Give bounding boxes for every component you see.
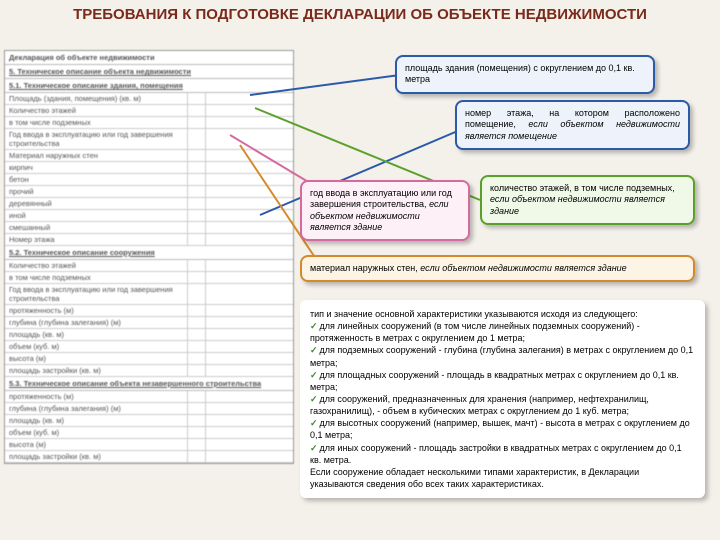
section-5-2: 5.2. Техническое описание сооружения xyxy=(5,246,293,260)
section-5-3: 5.3. Техническое описание объекта незаве… xyxy=(5,377,293,391)
callout-floors: количество этажей, в том числе подземных… xyxy=(480,175,695,225)
check-icon: ✓ xyxy=(310,394,318,404)
check-icon: ✓ xyxy=(310,345,318,355)
callout-mat-b: если объектом недвижимости является здан… xyxy=(420,263,626,273)
row-year: Год ввода в эксплуатацию или год заверше… xyxy=(5,129,188,149)
row3-len: протяженность (м) xyxy=(5,391,188,402)
row2-floors: Количество этажей xyxy=(5,260,188,271)
bigbox-i2: ✓для подземных сооружений - глубина (глу… xyxy=(310,344,695,368)
row-area: Площадь (здания, помещения) (кв. м) xyxy=(5,93,188,104)
characteristics-box: тип и значение основной характеристики у… xyxy=(300,300,705,498)
bigbox-i3-text: для площадных сооружений - площадь в ква… xyxy=(310,370,679,392)
row3-bld: площадь застройки (кв. м) xyxy=(5,451,188,462)
bigbox-i3: ✓для площадных сооружений - площадь в кв… xyxy=(310,369,695,393)
bigbox-i2-text: для подземных сооружений - глубина (глуб… xyxy=(310,345,693,367)
callout-material: материал наружных стен, если объектом не… xyxy=(300,255,695,282)
check-icon: ✓ xyxy=(310,370,318,380)
callout-area: площадь здания (помещения) с округлением… xyxy=(395,55,655,94)
row-brick: кирпич xyxy=(5,162,188,173)
bigbox-i4-text: для сооружений, предназначенных для хран… xyxy=(310,394,649,416)
callout-floors-b: если объектом недвижимости является здан… xyxy=(490,194,665,215)
check-icon: ✓ xyxy=(310,418,318,428)
form-header: Декларация об объекте недвижимости xyxy=(5,51,293,65)
row2-bld: площадь застройки (кв. м) xyxy=(5,365,188,376)
section-5-1: 5.1. Техническое описание здания, помеще… xyxy=(5,79,293,93)
bigbox-i4: ✓для сооружений, предназначенных для хра… xyxy=(310,393,695,417)
section-5: 5. Техническое описание объекта недвижим… xyxy=(5,65,293,79)
row2-depth: глубина (глубина залегания) (м) xyxy=(5,317,188,328)
bigbox-i6-text: для иных сооружений - площадь застройки … xyxy=(310,443,682,465)
callout-floors-a: количество этажей, в том числе подземных… xyxy=(490,183,675,193)
row-wood: деревянный xyxy=(5,198,188,209)
bigbox-tail: Если сооружение обладает несколькими тип… xyxy=(310,466,695,490)
row-other2: иной xyxy=(5,210,188,221)
row3-area: площадь (кв. м) xyxy=(5,415,188,426)
row3-depth: глубина (глубина залегания) (м) xyxy=(5,403,188,414)
row-floors: Количество этажей xyxy=(5,105,188,116)
callout-area-text: площадь здания (помещения) с округлением… xyxy=(405,63,635,84)
check-icon: ✓ xyxy=(310,443,318,453)
bigbox-i5-text: для высотных сооружений (например, вышек… xyxy=(310,418,690,440)
bigbox-i6: ✓для иных сооружений - площадь застройки… xyxy=(310,442,695,466)
row3-h: высота (м) xyxy=(5,439,188,450)
row2-year: Год ввода в эксплуатацию или год заверше… xyxy=(5,284,188,304)
row-mixed: смешанный xyxy=(5,222,188,233)
page-title: ТРЕБОВАНИЯ К ПОДГОТОВКЕ ДЕКЛАРАЦИИ ОБ ОБ… xyxy=(0,0,720,28)
bigbox-lead: тип и значение основной характеристики у… xyxy=(310,308,695,320)
row-floor-num: Номер этажа xyxy=(5,234,188,245)
row-concrete: бетон xyxy=(5,174,188,185)
row2-len: протяженность (м) xyxy=(5,305,188,316)
callout-year: год ввода в эксплуатацию или год заверше… xyxy=(300,180,470,241)
row-other1: прочий xyxy=(5,186,188,197)
row2-area: площадь (кв. м) xyxy=(5,329,188,340)
callout-floor-num: номер этажа, на котором расположено поме… xyxy=(455,100,690,150)
callout-mat-a: материал наружных стен, xyxy=(310,263,420,273)
row2-h: высота (м) xyxy=(5,353,188,364)
declaration-form: Декларация об объекте недвижимости 5. Те… xyxy=(4,50,294,464)
check-icon: ✓ xyxy=(310,321,318,331)
bigbox-i1-text: для линейных сооружений (в том числе лин… xyxy=(310,321,640,343)
bigbox-i5: ✓для высотных сооружений (например, выше… xyxy=(310,417,695,441)
row-material: Материал наружных стен xyxy=(5,150,188,161)
row3-vol: объем (куб. м) xyxy=(5,427,188,438)
row2-under: в том числе подземных xyxy=(5,272,188,283)
row-underground: в том числе подземных xyxy=(5,117,188,128)
bigbox-i1: ✓для линейных сооружений (в том числе ли… xyxy=(310,320,695,344)
row2-vol: объем (куб. м) xyxy=(5,341,188,352)
